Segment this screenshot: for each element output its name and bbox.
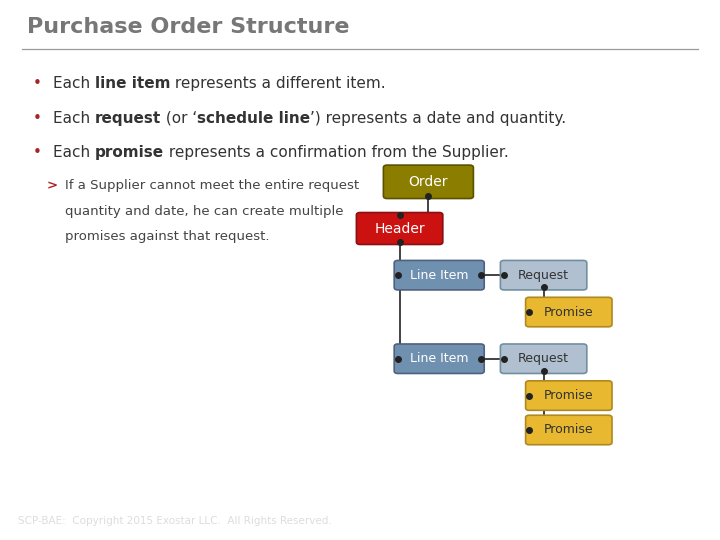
Text: >: > [47,179,58,192]
FancyBboxPatch shape [383,165,474,199]
FancyBboxPatch shape [395,260,484,290]
FancyBboxPatch shape [500,344,587,374]
Text: request: request [94,111,161,126]
Text: 8: 8 [689,511,702,530]
Text: (or ‘: (or ‘ [161,111,197,126]
Text: Order: Order [409,175,448,189]
Text: Line Item: Line Item [410,269,469,282]
FancyBboxPatch shape [500,260,587,290]
Text: Header: Header [374,221,425,235]
FancyBboxPatch shape [526,381,612,410]
FancyBboxPatch shape [526,298,612,327]
Text: Line Item: Line Item [410,352,469,365]
Text: SCP-BAE:  Copyright 2015 Exostar LLC.  All Rights Reserved.: SCP-BAE: Copyright 2015 Exostar LLC. All… [18,516,332,525]
Text: line item: line item [94,76,170,91]
Text: schedule line: schedule line [197,111,310,126]
Text: If a Supplier cannot meet the entire request: If a Supplier cannot meet the entire req… [65,179,359,192]
Text: Each: Each [53,145,94,160]
Text: Each: Each [53,111,94,126]
Text: Promise: Promise [544,423,593,436]
Text: Promise: Promise [544,389,593,402]
Text: represents a different item.: represents a different item. [170,76,386,91]
Text: •: • [32,76,41,91]
FancyBboxPatch shape [526,415,612,445]
Text: •: • [32,111,41,126]
Text: Purchase Order Structure: Purchase Order Structure [27,17,350,37]
Text: Request: Request [518,352,569,365]
Text: •: • [32,145,41,160]
Text: Request: Request [518,269,569,282]
Text: promises against that request.: promises against that request. [65,231,269,244]
Text: ’) represents a date and quantity.: ’) represents a date and quantity. [310,111,567,126]
Text: Promise: Promise [544,306,593,319]
Text: represents a confirmation from the Supplier.: represents a confirmation from the Suppl… [163,145,508,160]
FancyBboxPatch shape [356,213,443,245]
Text: Each: Each [53,76,94,91]
Text: promise: promise [94,145,163,160]
Text: quantity and date, he can create multiple: quantity and date, he can create multipl… [65,205,343,218]
FancyBboxPatch shape [395,344,484,374]
